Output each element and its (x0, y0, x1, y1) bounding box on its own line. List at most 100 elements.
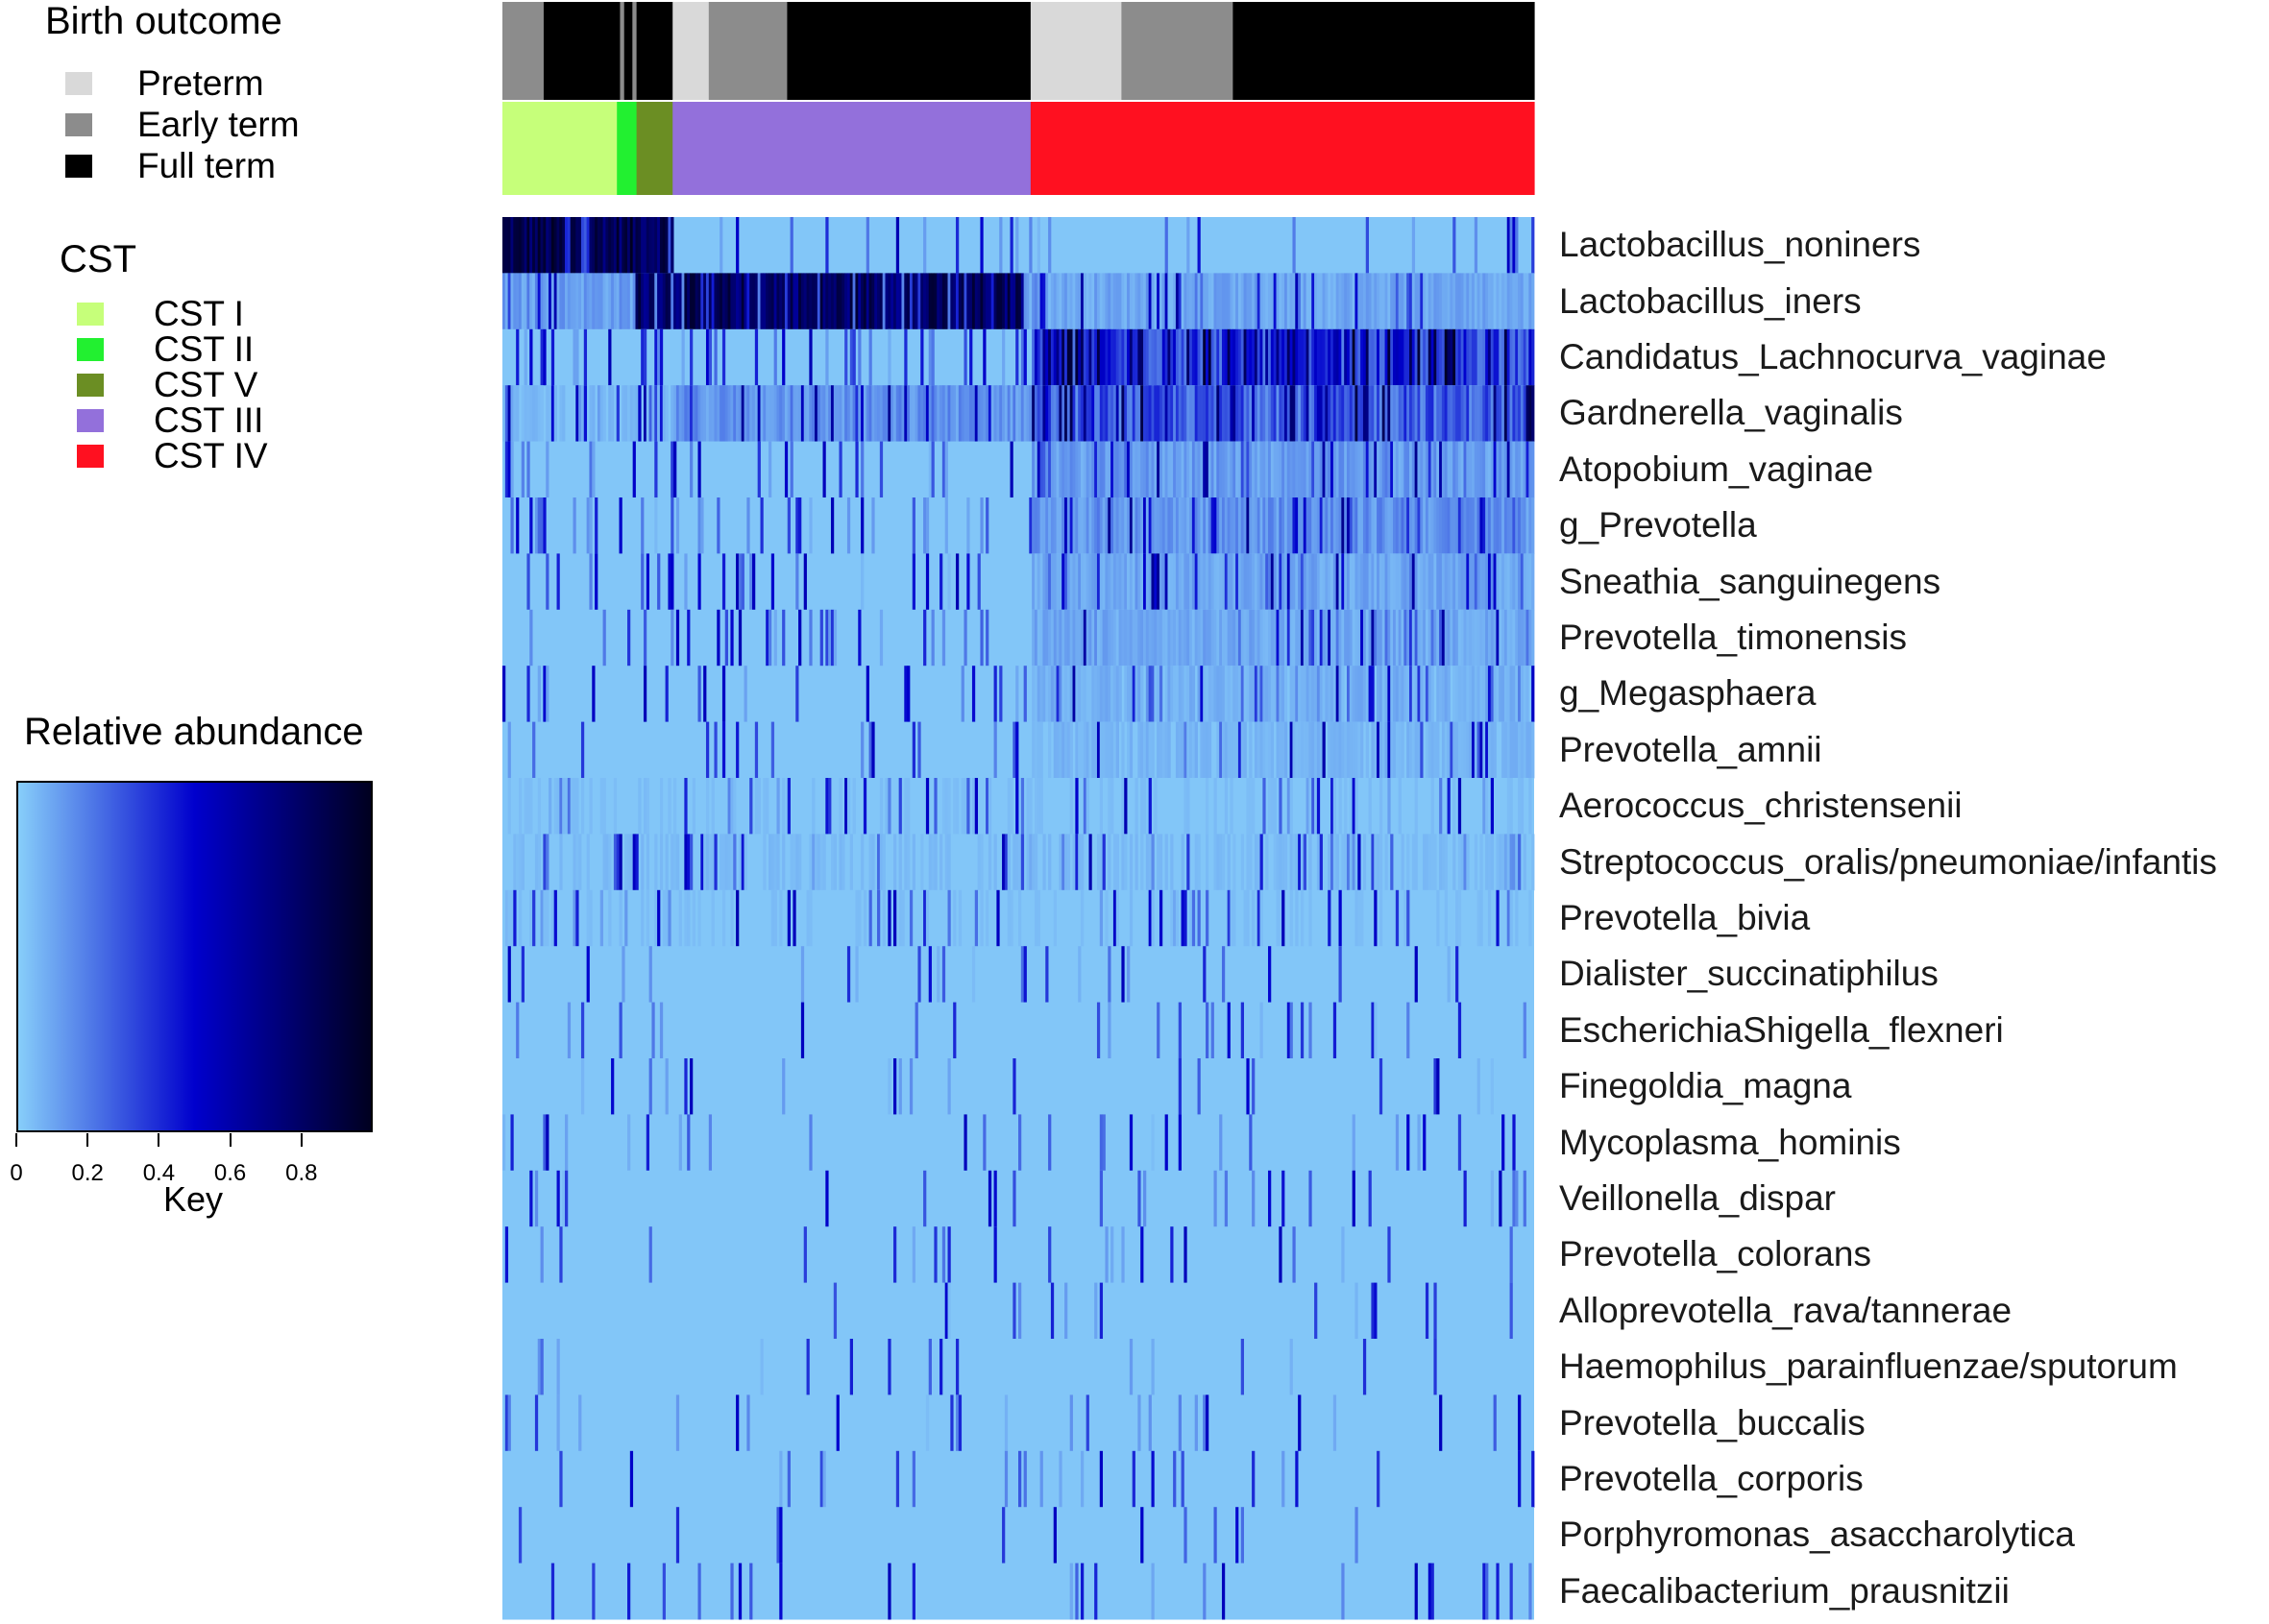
heatmap-cell (1112, 441, 1117, 498)
heatmap-cell (1056, 273, 1060, 330)
heatmap-cell (1303, 609, 1306, 667)
heatmap-cell (1499, 834, 1502, 891)
heatmap-cell (1466, 385, 1470, 443)
heatmap-cell (1203, 497, 1207, 554)
heatmap-cell (1452, 328, 1456, 386)
heatmap-cell (1181, 666, 1184, 723)
heatmap-cell (1395, 609, 1400, 667)
heatmap-cell (1018, 889, 1022, 947)
heatmap-cell (559, 1226, 563, 1284)
heatmap-cell (1341, 834, 1345, 891)
heatmap-cell (1289, 834, 1293, 891)
heatmap-cell (1328, 497, 1331, 554)
heatmap-cell (1037, 721, 1041, 779)
heatmap-cell (629, 834, 634, 891)
heatmap-cell (1427, 834, 1431, 891)
heatmap-cell (1042, 328, 1046, 386)
heatmap-cell (1230, 609, 1233, 667)
heatmap-cell (1411, 721, 1416, 779)
heatmap-cell (1232, 666, 1236, 723)
heatmap-cell (1436, 273, 1440, 330)
heatmap-cell (1325, 273, 1329, 330)
heatmap-cell (1349, 553, 1354, 611)
heatmap-cell (708, 834, 713, 891)
heatmap-cell (1403, 889, 1407, 947)
heatmap-cell (1281, 553, 1285, 611)
heatmap-cell (1476, 441, 1480, 498)
heatmap-cell (1069, 441, 1073, 498)
heatmap-cell (1124, 609, 1128, 667)
heatmap-cell (1281, 1450, 1285, 1508)
heatmap-cell (1056, 609, 1060, 667)
heatmap-cell (608, 834, 612, 891)
heatmap-cell (1175, 889, 1180, 947)
heatmap-cell (697, 666, 701, 723)
heatmap-cell (828, 273, 832, 330)
heatmap-cell (1411, 441, 1416, 498)
heatmap-cell (1403, 328, 1407, 386)
legend-swatch (77, 374, 104, 397)
heatmap-cell (1037, 553, 1041, 611)
heatmap-cell (1173, 441, 1177, 498)
heatmap-cell (1411, 217, 1416, 274)
heatmap-cell (1281, 328, 1285, 386)
heatmap-cell (1164, 497, 1168, 554)
heatmap-cell (1503, 441, 1508, 498)
heatmap-cell (1069, 1394, 1073, 1452)
heatmap-cell (1181, 609, 1184, 667)
heatmap-cell (1425, 721, 1429, 779)
heatmap-cell (627, 385, 631, 443)
heatmap-cell (1469, 497, 1473, 554)
heatmap-cell (1015, 273, 1019, 330)
heatmap-cell (1496, 328, 1500, 386)
heatmap-cell (543, 834, 547, 891)
heatmap-cell (659, 273, 664, 330)
heatmap-cell (1072, 328, 1076, 386)
heatmap-cell (595, 217, 598, 274)
heatmap-cell (1140, 1507, 1144, 1564)
heatmap-cell (1210, 666, 1214, 723)
heatmap-cell (580, 1058, 585, 1115)
heatmap-cell (920, 273, 924, 330)
heatmap-cell (1341, 1226, 1345, 1284)
heatmap-cell (1010, 889, 1013, 947)
heatmap-cell (1303, 497, 1306, 554)
heatmap-cell (1279, 441, 1282, 498)
heatmap-cell (1314, 609, 1318, 667)
heatmap-cell (768, 385, 772, 443)
heatmap-cell (1479, 666, 1483, 723)
heatmap-cell (1276, 666, 1280, 723)
heatmap-cell (766, 778, 769, 835)
heatmap-cell (1230, 273, 1233, 330)
heatmap-cell (1439, 666, 1443, 723)
heatmap-cell (504, 1226, 509, 1284)
heatmap-cell (730, 834, 734, 891)
heatmap-cell (1371, 1282, 1375, 1340)
heatmap-cell (521, 441, 525, 498)
heatmap-cell (1518, 328, 1522, 386)
heatmap-cell (931, 834, 935, 891)
heatmap-cell (671, 553, 674, 611)
heatmap-cell (1493, 328, 1497, 386)
heatmap-cell (1219, 497, 1223, 554)
heatmap-cell (521, 385, 525, 443)
heatmap-cell (1227, 834, 1231, 891)
heatmap-cell (1316, 721, 1321, 779)
heatmap-cell (741, 834, 744, 891)
heatmap-cell (1227, 889, 1231, 947)
heatmap-cell (958, 889, 963, 947)
heatmap-cell (651, 385, 655, 443)
heatmap-cell (1354, 609, 1358, 667)
heatmap-cell (1115, 328, 1119, 386)
heatmap-cell (675, 1394, 680, 1452)
heatmap-cell (1450, 609, 1453, 667)
heatmap-cell (1408, 328, 1413, 386)
heatmap-cell (1249, 1114, 1253, 1172)
heatmap-cell (1270, 385, 1275, 443)
heatmap-cell (1010, 441, 1013, 498)
heatmap-cell (1316, 666, 1321, 723)
heatmap-cell (700, 834, 704, 891)
heatmap-cell (526, 778, 530, 835)
heatmap-cell (812, 385, 816, 443)
heatmap-cell (1286, 497, 1291, 554)
